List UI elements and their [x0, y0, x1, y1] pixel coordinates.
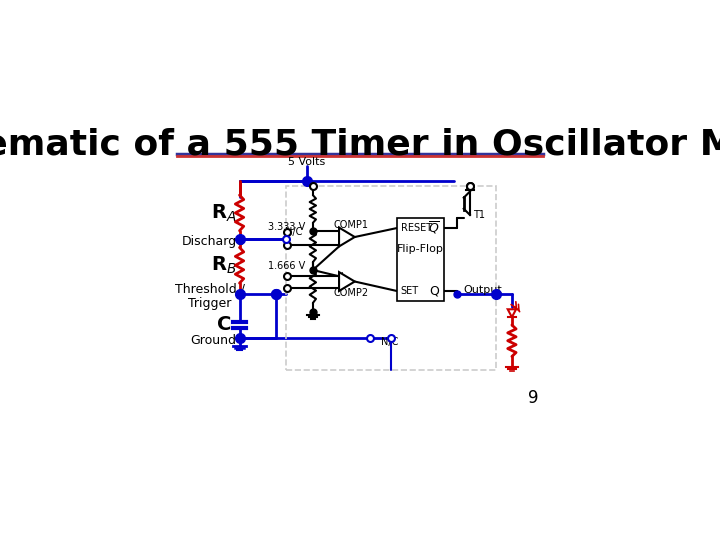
Text: RESET: RESET — [401, 223, 432, 233]
Text: COMP1: COMP1 — [333, 220, 368, 231]
Text: Discharge: Discharge — [182, 235, 245, 248]
Text: T1: T1 — [472, 210, 485, 220]
FancyBboxPatch shape — [397, 218, 444, 301]
Text: −: − — [336, 226, 347, 239]
Text: 9: 9 — [528, 389, 538, 407]
Text: Q: Q — [430, 285, 440, 298]
Text: COMP2: COMP2 — [333, 288, 368, 298]
Polygon shape — [339, 272, 355, 291]
Text: +: + — [336, 235, 347, 248]
Text: R$_B$: R$_B$ — [211, 255, 237, 276]
Text: +: + — [336, 271, 347, 284]
Text: N/C: N/C — [285, 227, 302, 237]
Text: Output: Output — [464, 285, 503, 295]
Polygon shape — [339, 227, 355, 246]
Text: SET: SET — [401, 286, 419, 296]
Text: R$_A$: R$_A$ — [211, 203, 237, 224]
Text: 5 Volts: 5 Volts — [288, 157, 325, 167]
Text: C: C — [217, 315, 231, 334]
Text: 3.333 V: 3.333 V — [268, 222, 305, 232]
Text: $\overline{Q}$: $\overline{Q}$ — [428, 220, 440, 237]
Text: Threshold /
Trigger: Threshold / Trigger — [175, 282, 245, 310]
Text: Ground: Ground — [190, 334, 236, 347]
Text: Schematic of a 555 Timer in Oscillator Mode: Schematic of a 555 Timer in Oscillator M… — [0, 127, 720, 161]
Text: 1.666 V: 1.666 V — [268, 261, 305, 271]
Text: N/C: N/C — [381, 337, 398, 347]
Text: −: − — [336, 280, 347, 293]
Polygon shape — [508, 309, 516, 317]
Text: Flip-Flop: Flip-Flop — [397, 244, 444, 254]
